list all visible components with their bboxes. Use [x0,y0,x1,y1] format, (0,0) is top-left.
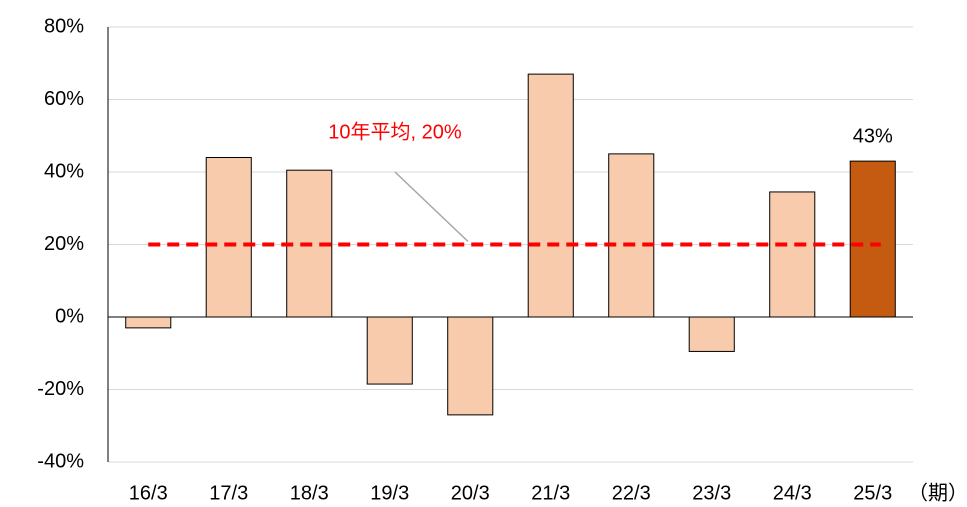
y-tick-label: -40% [37,450,84,472]
y-tick-label: 80% [44,15,84,37]
x-tick-label: 25/3 [853,482,892,504]
y-tick-label: -20% [37,378,84,400]
x-tick-label: 17/3 [209,482,248,504]
x-tick-label: 18/3 [290,482,329,504]
bar [608,153,655,318]
x-tick-label: 23/3 [692,482,731,504]
x-unit: （期） [908,481,967,504]
y-tick-label: 60% [44,88,84,110]
y-tick-label: 20% [44,233,84,255]
bar [769,191,816,318]
x-tick-label: 16/3 [129,482,168,504]
annotation-leader [394,171,469,243]
x-tick-label: 22/3 [612,482,651,504]
value-label: 43% [853,125,893,147]
y-tick-label: 40% [44,160,84,182]
bar [205,157,252,318]
bar [849,160,896,318]
x-tick-label: 20/3 [451,482,490,504]
x-tick-label: 21/3 [531,482,570,504]
bar [527,73,574,318]
average-label: 10年平均, 20% [328,120,462,143]
y-tick-label: 0% [55,305,84,327]
x-tick-label: 24/3 [773,482,812,504]
bar [366,316,413,385]
bar [447,316,494,416]
x-tick-label: 19/3 [370,482,409,504]
bar [125,316,172,329]
bar [688,316,735,352]
